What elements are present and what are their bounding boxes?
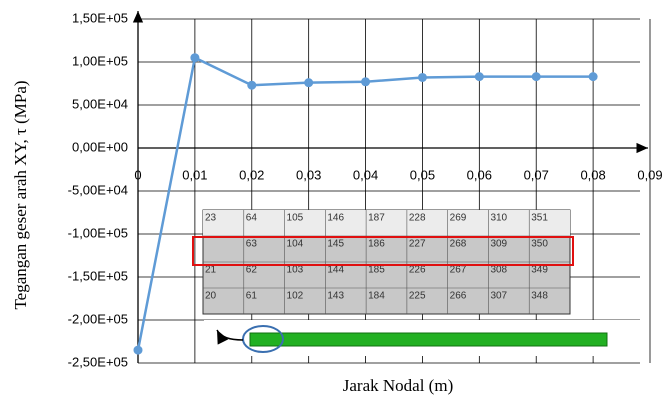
mesh-node-label: 225 [409,291,426,302]
mesh-node-label: 102 [287,291,304,302]
x-tick-label: 0,05 [410,167,435,182]
mesh-node-label: 309 [490,239,507,250]
mesh-node-label: 348 [531,291,548,302]
x-tick-label: 0,01 [182,167,207,182]
beam [250,333,607,346]
mesh-node-label: 351 [531,213,548,224]
mesh-node-label: 226 [409,265,426,276]
y-tick-label: 1,00E+05 [72,53,128,68]
mesh-node-label: 64 [246,213,258,224]
x-tick-label: 0,03 [296,167,321,182]
data-point [418,73,427,82]
mesh-node-label: 266 [450,291,467,302]
y-axis-label: Tegangan geser arah XY, τ (MPa) [11,80,30,309]
mesh-node-label: 105 [287,213,304,224]
mesh-node-label: 63 [246,239,258,250]
mesh-node-label: 145 [327,239,344,250]
data-point [475,72,484,81]
mesh-top-band [203,210,570,236]
x-tick-label: 0,02 [239,167,264,182]
mesh-node-label: 187 [368,213,385,224]
mesh-node-label: 23 [205,213,217,224]
x-axis-label: Jarak Nodal (m) [343,376,453,395]
data-point [361,77,370,86]
mesh-node-label: 143 [327,291,344,302]
mesh-node-label: 103 [287,265,304,276]
data-point [247,81,256,90]
y-tick-label: -2,00E+05 [68,311,128,326]
x-tick-label: 0,06 [467,167,492,182]
mesh-node-label: 144 [327,265,344,276]
mesh-inset: 23 64 105 146 187 228 269 310 351 63 104 145 186 227 2… [193,210,644,356]
y-tick-label: 5,00E+04 [72,96,128,111]
mesh-node-label: 146 [327,213,344,224]
mesh-node-label: 104 [287,239,304,250]
axes: 1,50E+05 1,00E+05 5,00E+04 0,00E+00 -5,00E+0… [68,10,663,369]
x-tick-label: 0,09 [637,167,662,182]
x-tick-label: 0,04 [353,167,378,182]
x-tick-label: 0,07 [524,167,549,182]
y-tick-label: -1,00E+05 [68,225,128,240]
mesh-node-label: 228 [409,213,426,224]
chart: 23 64 105 146 187 228 269 310 351 63 104 145 186 227 2… [0,0,666,403]
mesh-node-label: 267 [450,265,467,276]
data-point [532,72,541,81]
mesh-node-label: 308 [490,265,507,276]
mesh-node-label: 184 [368,291,385,302]
mesh-node-label: 21 [205,265,217,276]
y-tick-label: 1,50E+05 [72,10,128,25]
mesh-node-label: 227 [409,239,426,250]
y-tick-label: -5,00E+04 [68,182,128,197]
mesh-node-label: 269 [450,213,467,224]
mesh-node-label: 268 [450,239,467,250]
mesh-node-label: 61 [246,291,258,302]
y-tick-label: -1,50E+05 [68,268,128,283]
y-tick-label: -2,50E+05 [68,354,128,369]
mesh-node-label: 185 [368,265,385,276]
data-point [304,78,313,87]
mesh-node-label: 62 [246,265,258,276]
data-point [134,346,143,355]
mesh-node-label: 307 [490,291,507,302]
data-point [589,72,598,81]
mesh-node-label: 349 [531,265,548,276]
mesh-node-label: 186 [368,239,385,250]
mesh-node-label: 350 [531,239,548,250]
y-tick-label: 0,00E+00 [72,139,128,154]
x-tick-label: 0,08 [580,167,605,182]
mesh-node-label: 20 [205,291,217,302]
data-point [190,53,199,62]
mesh-node-label: 310 [490,213,507,224]
